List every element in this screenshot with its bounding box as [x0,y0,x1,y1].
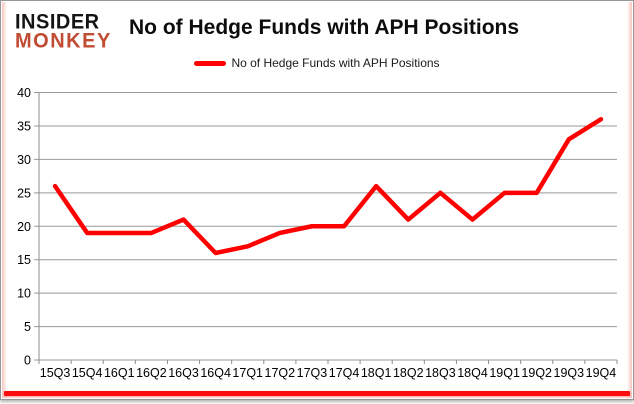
logo-word-insider: INSIDER [15,9,100,34]
x-axis-tick-label: 19Q2 [521,366,552,380]
x-axis-tick-label: 18Q1 [361,366,392,380]
x-axis-tick-label: 17Q1 [232,366,263,380]
x-axis-tick-label: 19Q3 [554,366,585,380]
legend-label: No of Hedge Funds with APH Positions [231,56,440,70]
red-bottom-bar [4,391,630,396]
x-axis-tick-label: 17Q2 [265,366,296,380]
x-axis-tick-label: 15Q4 [72,366,103,380]
legend-line-swatch [194,60,227,66]
x-axis-tick-label: 16Q4 [200,366,231,380]
y-axis-tick-label: 15 [17,253,31,267]
legend: No of Hedge Funds with APH Positions [1,56,633,70]
x-axis-tick-label: 16Q1 [104,366,135,380]
y-axis-tick-label: 40 [17,86,31,100]
x-axis-tick-label: 18Q4 [457,366,488,380]
y-axis-tick-label: 25 [17,186,31,200]
x-axis-tick-label: 17Q4 [329,366,360,380]
data-line [52,117,604,256]
x-axis-tick-label: 16Q2 [136,366,167,380]
y-axis-tick-label: 30 [17,153,31,167]
y-axis-tick-label: 20 [17,220,31,234]
x-axis-tick-label: 18Q3 [425,366,456,380]
y-axis-tick-label: 0 [24,354,31,368]
x-axis-tick-label: 17Q3 [297,366,328,380]
chart-title: No of Hedge Funds with APH Positions [129,16,520,39]
x-axis-tick-label: 19Q4 [586,366,617,380]
logo-word-monkey: MONKEY [15,28,112,53]
x-axis-tick-label: 19Q1 [489,366,520,380]
insider-monkey-logo: INSIDER MONKEY [15,9,135,53]
y-axis-tick-label: 10 [17,287,31,301]
x-axis-tick-label: 18Q2 [393,366,424,380]
x-axis-tick-label: 16Q3 [168,366,199,380]
x-axis-tick-label: 15Q3 [40,366,71,380]
y-axis-tick-label: 5 [24,320,31,334]
y-axis-tick-label: 35 [17,119,31,133]
